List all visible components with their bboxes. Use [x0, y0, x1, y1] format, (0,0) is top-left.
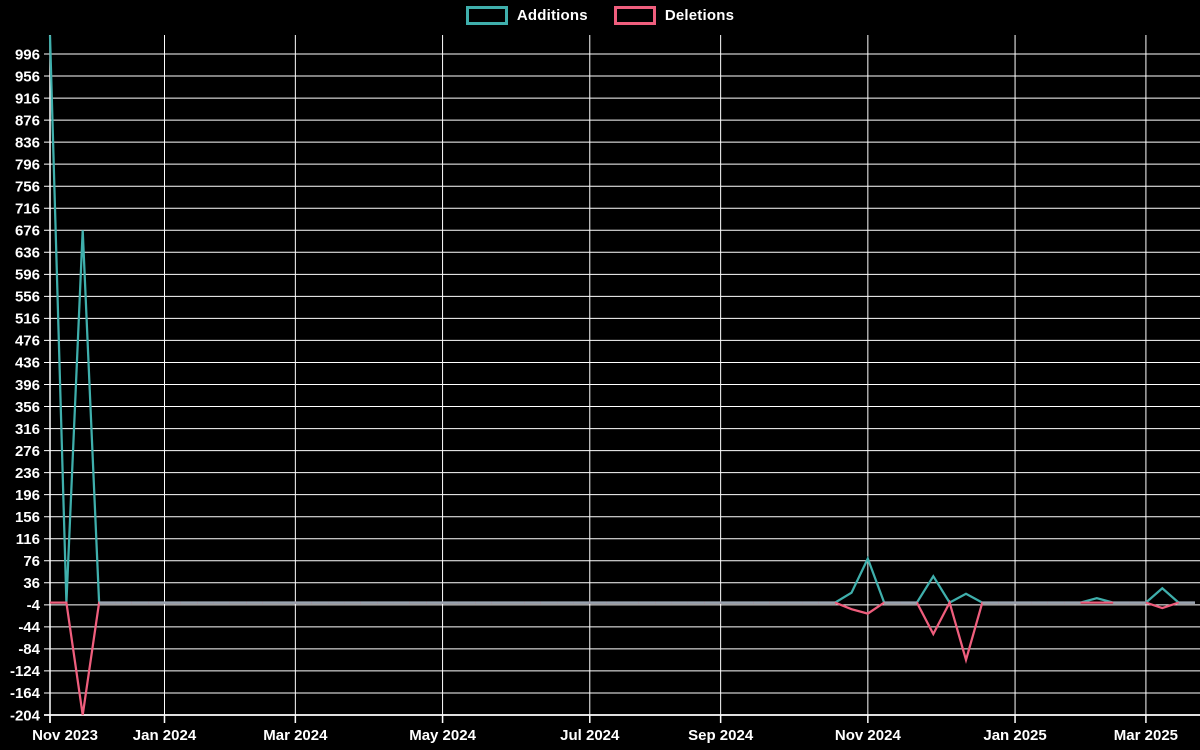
x-tick-label: May 2024 — [409, 727, 476, 744]
y-tick-label: 156 — [15, 509, 40, 526]
y-tick-label: 916 — [15, 90, 40, 107]
x-tick-label: Mar 2025 — [1114, 727, 1178, 744]
y-tick-label: 76 — [23, 553, 40, 570]
y-tick-label: 556 — [15, 289, 40, 306]
y-tick-label: 596 — [15, 267, 40, 284]
x-tick-label: Sep 2024 — [688, 727, 754, 744]
x-tick-label: Jan 2024 — [133, 727, 197, 744]
y-tick-label: 716 — [15, 200, 40, 217]
y-tick-label: 876 — [15, 112, 40, 129]
x-tick-label: Mar 2024 — [263, 727, 328, 744]
y-tick-label: 116 — [16, 531, 40, 548]
y-tick-label: 796 — [15, 156, 40, 173]
x-tick-label: Nov 2024 — [835, 727, 902, 744]
y-tick-label: -84 — [18, 641, 40, 658]
y-tick-label: 436 — [15, 355, 40, 372]
y-tick-label: 356 — [15, 399, 40, 416]
y-tick-label: 676 — [15, 223, 40, 240]
y-tick-label: -4 — [27, 597, 41, 614]
x-tick-label: Jul 2024 — [560, 727, 620, 744]
y-tick-label: -44 — [18, 619, 40, 636]
y-tick-label: 996 — [15, 46, 40, 63]
y-tick-label: 836 — [15, 134, 40, 151]
y-tick-label: 516 — [15, 311, 40, 328]
y-tick-label: 236 — [15, 465, 40, 482]
y-tick-label: -204 — [10, 707, 41, 724]
additions-legend-label: Additions — [516, 7, 588, 24]
legend-item-additions[interactable]: Additions — [465, 6, 588, 25]
deletions-swatch-icon — [613, 6, 656, 25]
y-tick-label: 276 — [15, 443, 40, 460]
x-tick-label: Nov 2023 — [32, 727, 98, 744]
y-tick-label: 196 — [15, 487, 40, 504]
y-tick-label: 316 — [15, 421, 40, 438]
deletions-legend-label: Deletions — [664, 7, 735, 24]
y-tick-label: 956 — [15, 68, 40, 85]
y-tick-label: 476 — [15, 333, 40, 350]
chart-legend: Additions Deletions — [0, 6, 1200, 25]
y-tick-label: 636 — [15, 245, 40, 262]
deletions-line — [50, 599, 1195, 716]
additions-swatch-icon — [465, 6, 508, 25]
y-tick-label: -124 — [10, 663, 41, 680]
legend-item-deletions[interactable]: Deletions — [613, 6, 735, 25]
y-tick-label: -164 — [10, 685, 41, 702]
y-tick-label: 396 — [15, 377, 40, 394]
y-tick-label: 36 — [23, 575, 40, 592]
x-tick-label: Jan 2025 — [983, 727, 1046, 744]
y-tick-label: 756 — [15, 178, 40, 195]
